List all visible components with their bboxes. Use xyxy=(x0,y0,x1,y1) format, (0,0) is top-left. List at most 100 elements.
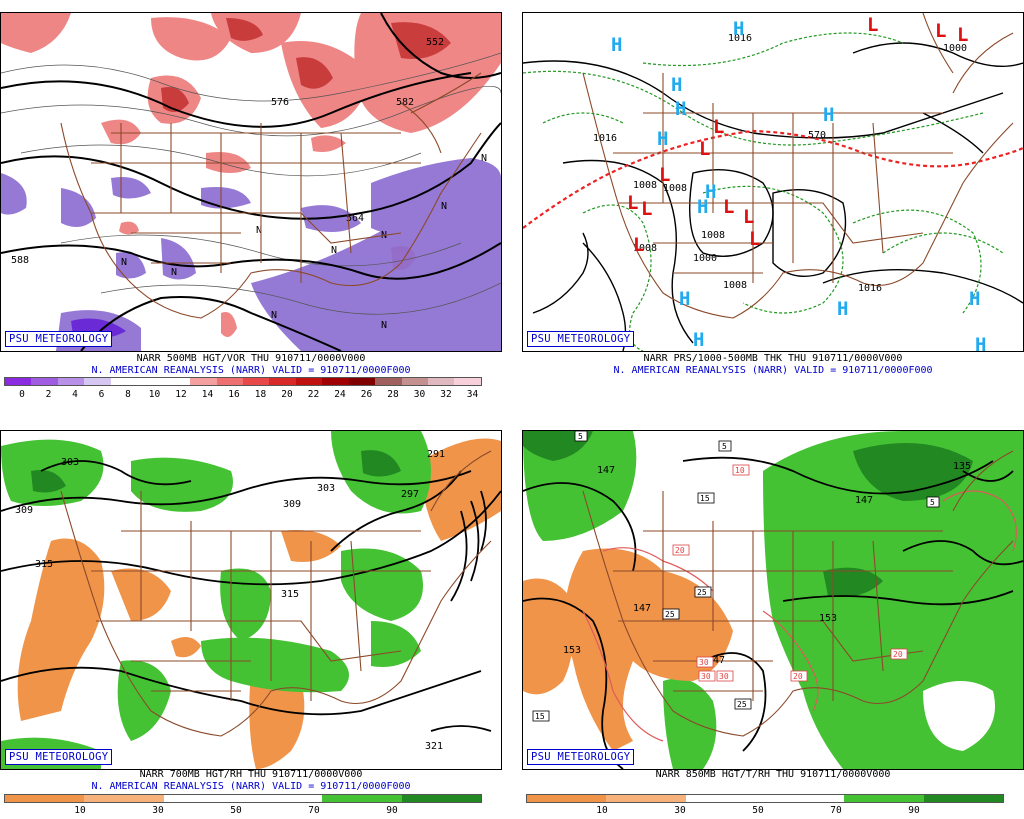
height-label: 147 xyxy=(855,495,873,506)
brand-label: PSU METEOROLOGY xyxy=(5,749,113,765)
panel-pressure-thickness: 1016 1008 1008 1008 1000 1016 1000 1008 … xyxy=(522,0,1024,405)
high-pressure-marker: H xyxy=(705,181,716,203)
high-pressure-marker: H xyxy=(837,298,848,320)
height-label: 309 xyxy=(283,499,301,510)
colorbar-segment xyxy=(137,378,164,385)
height-label: 309 xyxy=(15,505,33,516)
colorbar-segment xyxy=(31,378,58,385)
panel-850mb-temp-rh: 147 147 153 153 135 147 5 5 10 15 15 20 xyxy=(522,414,1024,819)
colorbar-segment xyxy=(216,378,243,385)
colorbar-tick-label: 28 xyxy=(387,389,399,400)
colorbar-segment xyxy=(295,378,323,385)
height-label: 315 xyxy=(281,589,299,600)
colorbar-tick-label: 16 xyxy=(228,389,240,400)
high-pressure-marker: H xyxy=(733,18,744,40)
height-label: 135 xyxy=(953,461,971,472)
colorbar-segment xyxy=(322,378,349,385)
colorbar-segment xyxy=(764,795,845,802)
colorbar-segment xyxy=(454,378,481,385)
low-pressure-marker: L xyxy=(723,196,734,218)
isobar-label: 1016 xyxy=(728,33,752,44)
colorbar-segment xyxy=(163,378,191,385)
rh700-map-svg: 303 309 315 309 303 291 297 315 321 xyxy=(1,431,501,769)
reanalysis-caption: N. AMERICAN REANALYSIS (NARR) VALID = 91… xyxy=(91,781,411,792)
colorbar-segment xyxy=(844,795,924,802)
reanalysis-caption: N. AMERICAN REANALYSIS (NARR) VALID = 91… xyxy=(613,365,933,376)
height-label: 303 xyxy=(317,483,335,494)
colorbar-segment xyxy=(428,378,455,385)
colorbar-segment xyxy=(163,795,243,802)
rh700-map: 303 309 315 309 303 291 297 315 321 PSU … xyxy=(0,430,502,770)
thickness-label: 570 xyxy=(808,130,826,141)
isobar-label: 1008 xyxy=(701,230,725,241)
colorbar-segment xyxy=(84,378,111,385)
colorbar-tick-label: 10 xyxy=(148,389,161,400)
temp-box: 20 xyxy=(675,546,685,555)
temp-box-group: 5 5 10 15 15 20 20 20 25 25 25 xyxy=(532,431,940,722)
colorbar-segment xyxy=(322,795,402,802)
n-label: N xyxy=(441,201,447,212)
temp-box: 5 xyxy=(578,432,583,441)
colorbar-tick-label: 12 xyxy=(175,389,187,400)
temp-box: 10 xyxy=(735,466,745,475)
isobar-label: 1008 xyxy=(633,180,657,191)
temp-box: 25 xyxy=(737,700,747,709)
low-pressure-marker: L xyxy=(749,228,760,250)
colorbar-tick-label: 10 xyxy=(596,805,608,816)
panel-caption: NARR 500MB HGT/VOR THU 910711/0000V000 xyxy=(136,353,366,364)
isobar-label: 1000 xyxy=(943,43,967,54)
rh-colorbar-labels: 10 30 50 70 90 xyxy=(4,805,482,817)
high-pressure-marker: H xyxy=(671,74,682,96)
low-pressure-marker: L xyxy=(713,116,724,138)
temp-box: 25 xyxy=(697,588,707,597)
high-pressure-marker: H xyxy=(657,128,668,150)
colorbar-segment xyxy=(242,378,270,385)
rh850-map: 147 147 153 153 135 147 5 5 10 15 15 20 xyxy=(522,430,1024,770)
rh850-map-svg: 147 147 153 153 135 147 5 5 10 15 15 20 xyxy=(523,431,1023,769)
colorbar-tick-label: 10 xyxy=(74,805,86,816)
low-pressure-marker: L xyxy=(633,234,644,256)
temp-box: 30 xyxy=(701,672,711,681)
high-pressure-marker: H xyxy=(675,98,686,120)
low-pressure-marker: L xyxy=(957,24,968,46)
isobar-label: 1008 xyxy=(633,243,657,254)
n-label: N xyxy=(381,320,387,331)
rh-colorbar xyxy=(526,794,1004,803)
height-label: 552 xyxy=(426,37,444,48)
isobar-label: 1016 xyxy=(593,133,617,144)
high-pressure-marker: H xyxy=(697,196,708,218)
brand-label: PSU METEOROLOGY xyxy=(527,331,635,347)
rh-colorbar-labels: 10 30 50 70 90 xyxy=(526,805,1004,817)
n-label: N xyxy=(171,267,177,278)
colorbar-tick-label: 20 xyxy=(281,389,293,400)
panel-caption: NARR 850MB HGT/T/RH THU 910711/0000V000 xyxy=(655,769,891,780)
temp-box: 15 xyxy=(535,712,545,721)
isobar-label: 1016 xyxy=(858,283,882,294)
height-label: 582 xyxy=(396,97,414,108)
panel-500mb-vorticity: 576 582 588 564 552 N N N N N N N N N xyxy=(0,0,502,405)
rh-colorbar xyxy=(4,794,482,803)
colorbar-segment xyxy=(401,378,428,385)
low-pressure-marker: L xyxy=(867,14,878,36)
height-label: 315 xyxy=(35,559,53,570)
colorbar-segment xyxy=(5,795,85,802)
n-label: N xyxy=(481,153,487,164)
colorbar-tick-label: 30 xyxy=(674,805,686,816)
height-label: 297 xyxy=(401,489,419,500)
high-pressure-marker: H xyxy=(679,288,690,310)
height-label: 153 xyxy=(563,645,581,656)
colorbar-segment xyxy=(685,795,765,802)
colorbar-segment xyxy=(606,795,686,802)
isobar-label: 1008 xyxy=(723,280,747,291)
high-pressure-marker: H xyxy=(969,288,980,310)
high-pressure-marker: H xyxy=(611,34,622,56)
height-label: 564 xyxy=(346,213,364,224)
vorticity-colorbar xyxy=(4,377,482,386)
height-label: 321 xyxy=(425,741,443,752)
colorbar-tick-label: 26 xyxy=(360,389,373,400)
low-pressure-marker: L xyxy=(743,206,754,228)
colorbar-segment xyxy=(110,378,138,385)
colorbar-tick-label: 70 xyxy=(308,805,320,816)
colorbar-tick-label: 70 xyxy=(830,805,842,816)
pressure-map: 1016 1008 1008 1008 1000 1016 1000 1008 … xyxy=(522,12,1024,352)
